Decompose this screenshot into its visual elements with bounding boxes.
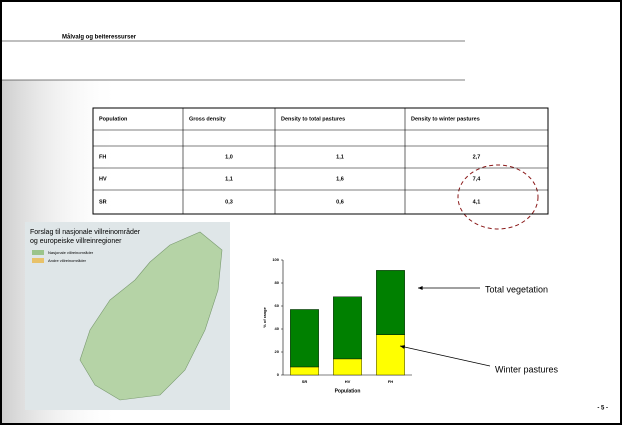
table-cell: 7,4	[473, 176, 482, 182]
table-cell: 0,3	[225, 199, 233, 205]
slide-title: Målvalg og beiteressurser	[62, 34, 137, 41]
table-cell: 0,6	[336, 199, 344, 205]
table-header: Gross density	[189, 116, 227, 122]
y-tick-label: 100	[272, 257, 279, 262]
x-tick-label: HV	[345, 379, 351, 384]
bar	[333, 296, 362, 360]
table-frame	[92, 107, 549, 215]
arrowhead	[400, 345, 405, 349]
table-cell: FH	[99, 154, 106, 160]
x-tick-label: SR	[302, 379, 308, 384]
bar	[376, 270, 405, 335]
highlight-ellipse	[457, 164, 539, 230]
series-annotation: Winter pastures	[495, 364, 559, 374]
y-tick-label: 0	[277, 372, 280, 377]
x-tick-label: FH	[388, 379, 393, 384]
table-cell: SR	[99, 199, 107, 205]
series-annotation: Total vegetation	[485, 284, 548, 294]
y-axis-label: % of range	[262, 307, 267, 328]
map-title: og europeiske villreinregioner	[30, 238, 122, 245]
map-legend-swatch	[32, 258, 44, 263]
table-cell: 2,7	[473, 154, 481, 160]
y-tick-label: 80	[275, 280, 280, 285]
table-header: Density to total pastures	[281, 116, 345, 122]
table-cell: 1,6	[336, 176, 344, 182]
map-legend-label: Nasjonale villreinområder	[48, 250, 94, 255]
y-tick-label: 40	[275, 326, 280, 331]
map-legend-label: Andre villreinområder	[48, 258, 87, 263]
arrowhead	[418, 286, 423, 290]
table-cell: HV	[99, 176, 107, 182]
table-cell: 1,1	[336, 154, 344, 160]
page-number: - 5 -	[597, 406, 608, 412]
map-legend-swatch	[32, 250, 44, 255]
table-header: Density to winter pastures	[411, 116, 480, 122]
bar	[290, 309, 319, 368]
table-header: Population	[99, 116, 128, 122]
y-tick-label: 20	[275, 349, 280, 354]
table-cell: 1,1	[225, 176, 233, 182]
bar	[290, 366, 319, 376]
bar	[376, 334, 405, 376]
table-cell: 4,1	[473, 199, 481, 205]
bar	[333, 358, 362, 376]
map-land	[79, 231, 223, 401]
table-cell: 1,0	[225, 154, 233, 160]
annotation-arrow	[399, 345, 491, 367]
y-tick-label: 60	[275, 303, 280, 308]
x-axis-label: Population	[335, 388, 361, 394]
map-title: Forslag til nasjonale villreinområder	[30, 228, 141, 236]
